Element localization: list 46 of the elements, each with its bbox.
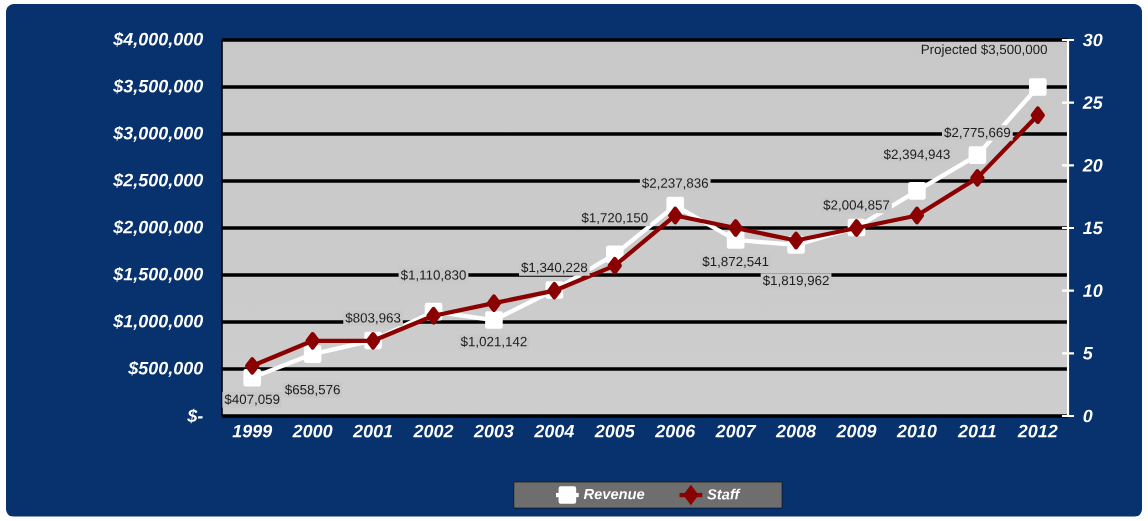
x-tick-label: 2002 bbox=[413, 424, 454, 438]
x-tick-label: 2000 bbox=[292, 424, 333, 438]
y-tick-label: $2,000,000 bbox=[113, 219, 204, 237]
legend-label: Revenue bbox=[583, 489, 645, 500]
data-label: $658,576 bbox=[284, 384, 340, 396]
data-label: $1,720,150 bbox=[581, 212, 648, 225]
y-tick-label: $- bbox=[187, 408, 203, 424]
x-tick-label: 1999 bbox=[232, 424, 273, 438]
data-label: Projected $3,500,000 bbox=[921, 44, 1047, 57]
y-tick-label: $1,000,000 bbox=[113, 313, 204, 331]
y2-tick-label: 15 bbox=[1083, 221, 1103, 235]
data-label: $1,819,962 bbox=[762, 275, 829, 287]
y2-tick-label: 25 bbox=[1082, 96, 1103, 110]
data-label: $407,059 bbox=[224, 394, 280, 406]
x-tick-label: 2008 bbox=[775, 424, 817, 438]
data-label: $2,394,943 bbox=[883, 149, 950, 161]
data-label: $2,775,669 bbox=[944, 127, 1011, 139]
y-tick-label: $1,500,000 bbox=[113, 266, 204, 284]
x-tick-label: 2009 bbox=[836, 424, 877, 438]
y2-tick-label: 10 bbox=[1083, 284, 1103, 298]
y2-tick-label: 30 bbox=[1082, 33, 1103, 47]
data-label: $2,004,857 bbox=[823, 199, 890, 212]
data-label: $1,340,228 bbox=[521, 262, 588, 274]
x-tick-label: 2006 bbox=[654, 424, 696, 438]
y2-tick-label: 0 bbox=[1083, 409, 1093, 423]
x-tick-label: 2012 bbox=[1017, 424, 1058, 438]
x-tick-label: 2007 bbox=[715, 424, 757, 438]
y2-tick-label: 20 bbox=[1082, 158, 1103, 172]
x-tick-label: 2005 bbox=[594, 424, 636, 438]
x-tick-label: 2010 bbox=[896, 424, 937, 438]
data-label: $803,963 bbox=[345, 312, 401, 325]
x-tick-label: 2004 bbox=[534, 424, 575, 438]
y2-tick-label: 5 bbox=[1082, 347, 1093, 360]
y-tick-label: $500,000 bbox=[128, 360, 204, 378]
data-label: $2,237,836 bbox=[642, 177, 708, 190]
data-label: $1,110,830 bbox=[400, 269, 466, 282]
legend-label: Staff bbox=[707, 488, 741, 500]
x-tick-label: 2011 bbox=[957, 424, 996, 438]
y-tick-label: $3,500,000 bbox=[113, 78, 204, 96]
y-tick-label: $2,500,000 bbox=[113, 172, 204, 190]
x-tick-label: 2003 bbox=[473, 424, 514, 438]
y-tick-label: $4,000,000 bbox=[113, 31, 204, 49]
x-tick-label: 2001 bbox=[352, 424, 393, 438]
y-tick-label: $3,000,000 bbox=[113, 125, 204, 143]
data-label: $1,872,541 bbox=[702, 256, 769, 268]
data-label: $1,021,142 bbox=[460, 336, 527, 348]
